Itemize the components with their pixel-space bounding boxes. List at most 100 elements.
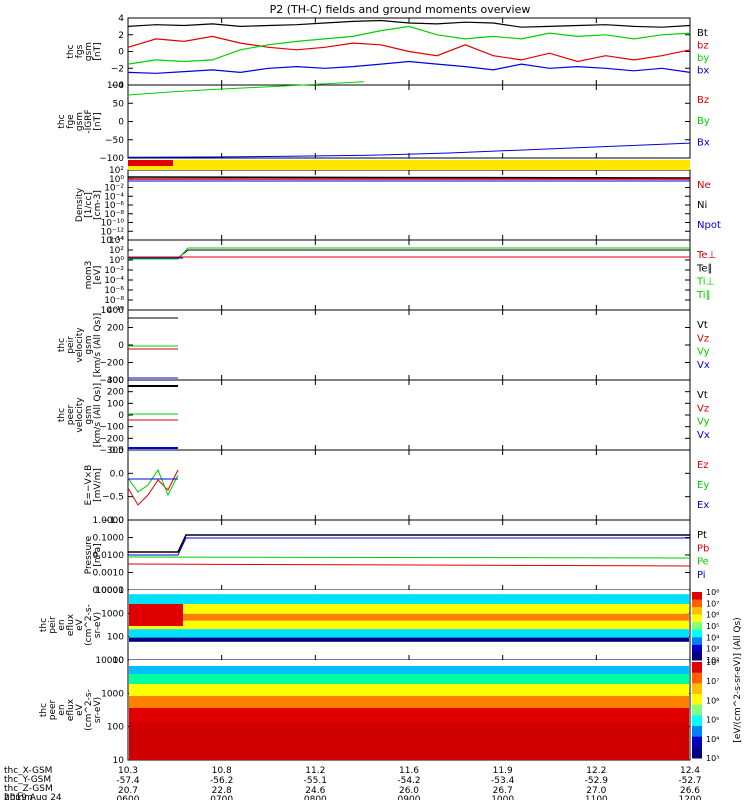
panel-8-ylabel: [nPa] bbox=[93, 543, 103, 566]
panel-7-ytick-label: 0.0 bbox=[110, 469, 125, 479]
colorbar-ion-tick: 10⁸ bbox=[706, 588, 719, 597]
panel-6-legend-Vt: Vt bbox=[697, 390, 708, 401]
x-label-ygsm: -56.2 bbox=[210, 776, 233, 786]
panel-5-ylabel: peir bbox=[66, 336, 76, 354]
colorbar-ion-cell bbox=[692, 629, 702, 638]
series-Ti∥ bbox=[128, 247, 690, 260]
panel-5-legend-Vt: Vt bbox=[697, 320, 708, 331]
mode-bar-yellow-2 bbox=[128, 166, 690, 170]
panel-6-ylabel: velocity bbox=[75, 397, 85, 433]
x-label-zgsm: 22.8 bbox=[212, 786, 232, 796]
x-label-ygsm: -53.4 bbox=[491, 776, 515, 786]
panel-7-ylabel: [mV/m] bbox=[93, 468, 103, 502]
panel-10-ylabel: eV bbox=[75, 703, 85, 716]
panel-1-legend-bx: bx bbox=[697, 66, 709, 77]
panel-1-ylabel: thc bbox=[66, 44, 76, 58]
panel-7-legend-Ey: Ey bbox=[697, 480, 709, 491]
colorbar-elec-cell bbox=[692, 694, 702, 706]
panel-8-ytick-label: 0.0010 bbox=[93, 569, 125, 579]
spec-ion-band bbox=[129, 604, 689, 614]
panel-10-ytick-label: 1000 bbox=[101, 689, 124, 699]
series-By bbox=[127, 81, 365, 96]
panel-8-legend-Pi: Pi bbox=[697, 570, 706, 581]
x-label-zgsm: 26.0 bbox=[399, 786, 419, 796]
panel-4-ylabel: mom3 bbox=[84, 261, 94, 290]
series-Pt bbox=[128, 534, 690, 553]
panel-2-legend-By: By bbox=[697, 116, 710, 127]
panel-9-ylabel: sr-eV) bbox=[93, 612, 103, 638]
x-label-zgsm: 27.0 bbox=[586, 786, 606, 796]
spec-elec-band bbox=[129, 684, 689, 696]
panel-10-ytick-label: 10000 bbox=[95, 656, 124, 666]
spec-ion-band bbox=[129, 613, 689, 621]
panel-7-legend-Ex: Ex bbox=[697, 500, 709, 511]
spec-elec-band bbox=[129, 722, 689, 760]
spec-ion-band bbox=[129, 620, 689, 630]
x-label-ygsm: -54.2 bbox=[397, 776, 420, 786]
panel-6-ylabel: [km/s (All Qs)] bbox=[93, 383, 103, 447]
spec-elec-band bbox=[129, 660, 689, 666]
panel-1-ylabel: fgs bbox=[75, 44, 85, 58]
date-label: 2019 Aug 24 bbox=[4, 793, 62, 800]
panel-4-legend-Te⊥: Te⊥ bbox=[696, 250, 716, 261]
series-Pe bbox=[127, 556, 691, 559]
panel-2-ytick-label: −50 bbox=[105, 136, 124, 146]
panel-9-ylabel: (cm^2-s- bbox=[84, 604, 94, 646]
panel-3-legend-Ne: Ne bbox=[697, 180, 711, 191]
series-Ey bbox=[127, 468, 179, 497]
spec-elec-band bbox=[129, 674, 689, 684]
panel-10-ylabel: en bbox=[57, 704, 67, 715]
panel-3-ytick-label: 10⁻¹² bbox=[101, 227, 125, 237]
spec-ion-early bbox=[129, 604, 183, 626]
panel-9-ylabel: eV bbox=[75, 618, 85, 631]
panel-4-ylabel: [eV] bbox=[93, 266, 103, 285]
panel-7-legend-Ez: Ez bbox=[697, 460, 709, 471]
colorbar-ion-cell bbox=[692, 652, 702, 661]
panel-6-legend-Vy: Vy bbox=[697, 417, 710, 428]
panel-3-ytick-label: 10⁻¹⁰ bbox=[101, 219, 125, 229]
panel-4-legend-Ti∥: Ti∥ bbox=[696, 290, 711, 301]
panel-9-ytick-label: 1000 bbox=[101, 609, 124, 619]
panel-3-ytick-label: 10⁻¹⁴ bbox=[101, 236, 125, 246]
panel-10-ylabel: thc bbox=[39, 703, 49, 717]
x-label-xgsm: 11.6 bbox=[399, 766, 419, 776]
panel-9-ylabel: eflux bbox=[66, 613, 76, 636]
panel-8-ytick-label: 1.0000 bbox=[93, 516, 125, 526]
panel-7-ytick-label: −0.5 bbox=[102, 493, 124, 503]
panel-4-ytick-label: 10⁻¹⁰ bbox=[101, 306, 125, 316]
x-label-xgsm: 12.4 bbox=[680, 766, 700, 776]
panel-6-ytick-label: 200 bbox=[107, 388, 124, 398]
x-label-hhmm: 1200 bbox=[679, 795, 702, 800]
panel-4-ytick-label: 10⁰ bbox=[109, 256, 124, 266]
panel-5-ytick-label: −400 bbox=[99, 376, 124, 386]
colorbar-ion-tick: 10² bbox=[706, 656, 719, 665]
spec-ion-band bbox=[129, 594, 689, 604]
series-Ez bbox=[127, 469, 179, 506]
series-Pb bbox=[127, 563, 691, 567]
panel-3-ytick-label: 10² bbox=[109, 166, 124, 176]
panel-3-ylabel: [cm-3] bbox=[93, 190, 103, 220]
x-label-hhmm: 0900 bbox=[398, 795, 421, 800]
x-label-ygsm: -55.1 bbox=[304, 776, 327, 786]
panel-3-ytick-label: 10⁻⁸ bbox=[104, 210, 124, 220]
panel-8-ylabel: Pressure bbox=[84, 535, 94, 574]
panel-6-ytick-label: 0 bbox=[118, 411, 124, 421]
panel-6-ytick-label: −300 bbox=[99, 446, 124, 456]
panel-3-ylabel: [1/cc] bbox=[84, 192, 94, 218]
colorbar-ion-cell bbox=[692, 607, 702, 616]
plot-title: P2 (TH-C) fields and ground moments over… bbox=[270, 3, 531, 16]
series-Ni bbox=[127, 176, 691, 179]
panel-1-legend-Bt: Bt bbox=[697, 28, 708, 39]
spec-ion-band bbox=[129, 637, 689, 642]
panel-1-ylabel: [nT] bbox=[93, 42, 103, 60]
panel-10-ylabel: sr-eV) bbox=[93, 697, 103, 723]
panel-4-ytick-label: 10² bbox=[109, 246, 124, 256]
panel-1-ytick-label: 2 bbox=[118, 31, 124, 41]
colorbar-elec-cell bbox=[692, 683, 702, 695]
colorbar-elec-cell bbox=[692, 672, 702, 684]
x-axis-name: hhmm bbox=[4, 793, 33, 800]
colorbar-ion-tick: 10⁶ bbox=[706, 611, 719, 620]
spec-elec-band bbox=[129, 696, 689, 708]
panel-2-ylabel: [nT] bbox=[93, 112, 103, 130]
panel-2-ytick-label: 0 bbox=[118, 118, 124, 128]
